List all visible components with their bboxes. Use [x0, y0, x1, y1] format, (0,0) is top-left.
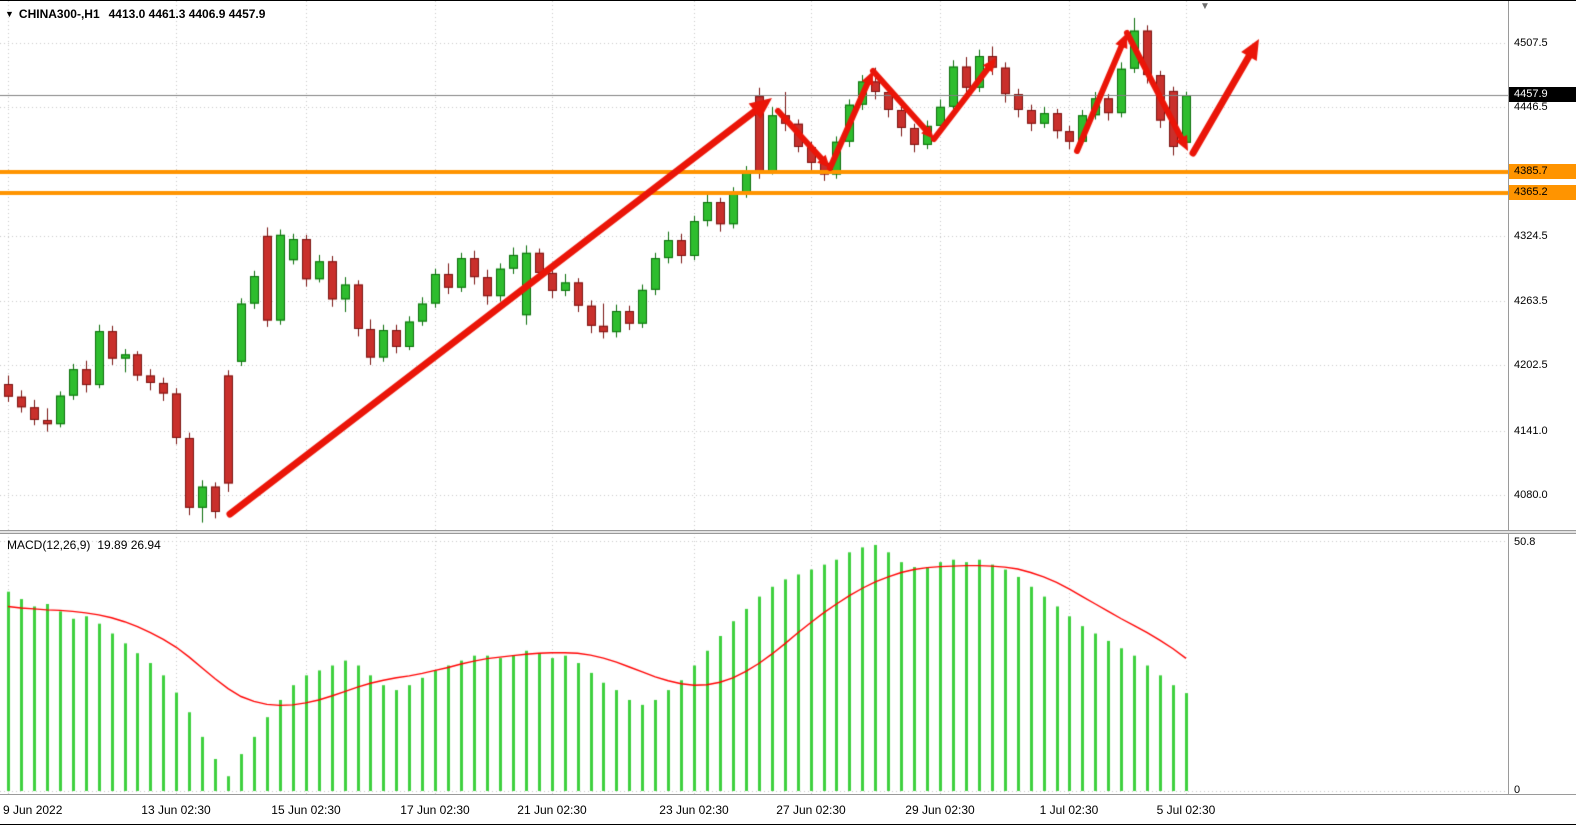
macd-scale-min: 0	[1514, 784, 1521, 796]
level-price-marker-2: 4365.2	[1509, 185, 1576, 201]
collapse-triangle-icon[interactable]: ▼	[5, 9, 14, 19]
time-axis-label: 27 Jun 02:30	[776, 803, 846, 817]
time-axis-label: 15 Jun 02:30	[271, 803, 341, 817]
time-axis-label: 21 Jun 02:30	[517, 803, 587, 817]
price-tick-label: 4324.5	[1514, 230, 1548, 243]
time-axis-label: 1 Jul 02:30	[1039, 803, 1099, 817]
price-tick-label: 4446.5	[1514, 101, 1548, 114]
time-axis-label: 29 Jun 02:30	[905, 803, 975, 817]
chart-header: ▼ CHINA300-,H1 4413.0 4461.3 4406.9 4457.9	[5, 7, 265, 21]
macd-indicator-label: MACD(12,26,9) 19.89 26.94	[7, 538, 161, 552]
price-tick-label: 4507.5	[1514, 36, 1548, 49]
time-axis[interactable]: 9 Jun 2022 13 Jun 02:30 15 Jun 02:30 17 Jun…	[0, 794, 1576, 824]
price-scale[interactable]: 4457.9 4385.7 4365.2 50.8 0 4507.5 4446.5…	[1508, 1, 1576, 796]
symbol-timeframe-label: CHINA300-,H1	[18, 7, 100, 21]
time-axis-label: 9 Jun 2022	[3, 803, 63, 817]
level-price-marker-1: 4385.7	[1509, 163, 1576, 179]
price-tick-label: 4141.0	[1514, 424, 1548, 437]
price-tick-label: 4263.5	[1514, 294, 1548, 307]
time-axis-label: 23 Jun 02:30	[659, 803, 729, 817]
pane-splitter[interactable]	[0, 530, 1576, 534]
price-tick-label: 4080.0	[1514, 489, 1548, 502]
ohlc-values: 4413.0 4461.3 4406.9 4457.9	[108, 7, 266, 21]
time-axis-label: 17 Jun 02:30	[400, 803, 470, 817]
macd-label: MACD(12,26,9)	[7, 538, 91, 552]
time-axis-label: 13 Jun 02:30	[141, 803, 211, 817]
current-price-marker: 4457.9	[1509, 87, 1576, 103]
price-tick-label: 4202.5	[1514, 359, 1548, 372]
time-axis-label: 5 Jul 02:30	[1156, 803, 1216, 817]
chart-canvas[interactable]	[0, 1, 1508, 794]
chart-shift-marker-icon[interactable]: ▼	[1200, 1, 1210, 12]
macd-values: 19.89 26.94	[97, 538, 161, 552]
macd-scale-max: 50.8	[1514, 536, 1536, 548]
